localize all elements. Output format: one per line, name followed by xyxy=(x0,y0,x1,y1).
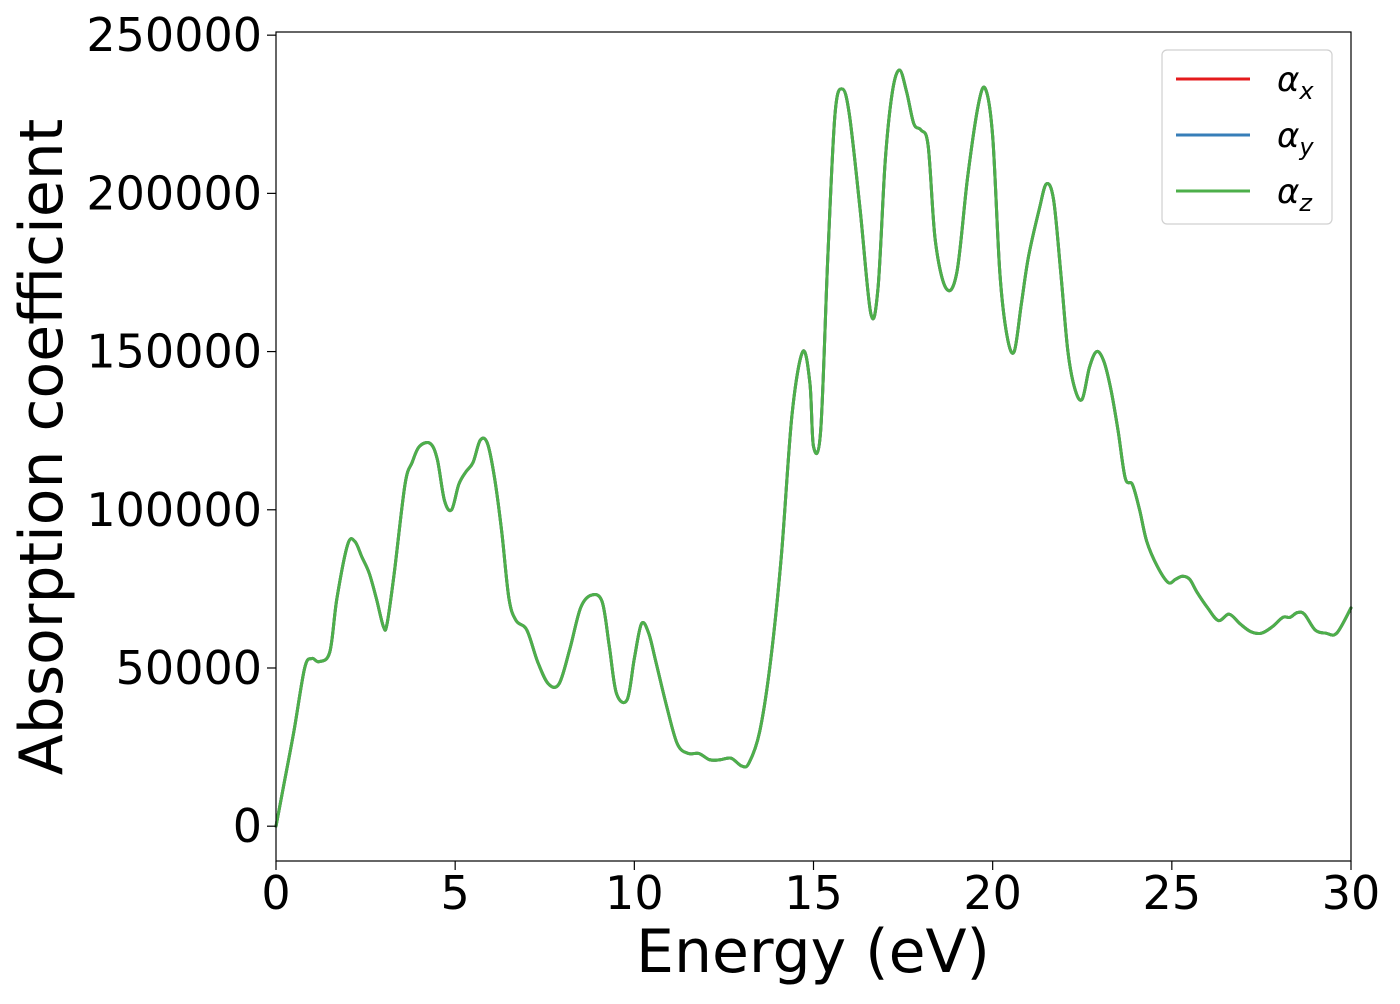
x-tick-label: 25 xyxy=(1143,866,1202,920)
legend-subscript: x xyxy=(1298,77,1314,105)
x-tick-label: 10 xyxy=(605,866,664,920)
y-tick-label: 200000 xyxy=(86,166,262,220)
legend-symbol: α xyxy=(1277,172,1299,212)
y-axis-label: Absorption coefficient xyxy=(7,119,77,776)
legend-box xyxy=(1161,49,1333,225)
legend-label-x: αx xyxy=(1277,60,1314,105)
legend-symbol: α xyxy=(1277,60,1299,100)
y-tick-label: 0 xyxy=(233,799,262,853)
legend-subscript: z xyxy=(1298,189,1313,217)
x-tick-label: 5 xyxy=(441,866,470,920)
legend-label-y: αy xyxy=(1277,116,1314,161)
series-line-z xyxy=(274,68,1353,828)
x-tick-label: 20 xyxy=(963,866,1022,920)
x-tick-label: 0 xyxy=(261,866,290,920)
legend-symbol: α xyxy=(1277,116,1299,156)
x-axis-label: Energy (eV) xyxy=(636,917,990,987)
legend-label-z: αz xyxy=(1277,172,1313,217)
x-tick-label: 30 xyxy=(1322,866,1381,920)
y-tick-label: 100000 xyxy=(86,483,262,537)
x-axis: 0 5 10 15 20 25 30 xyxy=(261,861,1380,920)
y-tick-label: 250000 xyxy=(86,8,262,62)
series-layer xyxy=(274,68,1353,828)
legend-subscript: y xyxy=(1298,133,1314,161)
y-tick-label: 150000 xyxy=(86,325,262,379)
y-tick-label: 50000 xyxy=(116,641,262,695)
x-tick-label: 15 xyxy=(784,866,843,920)
y-axis: 0 50000 100000 150000 200000 250000 xyxy=(86,8,276,853)
